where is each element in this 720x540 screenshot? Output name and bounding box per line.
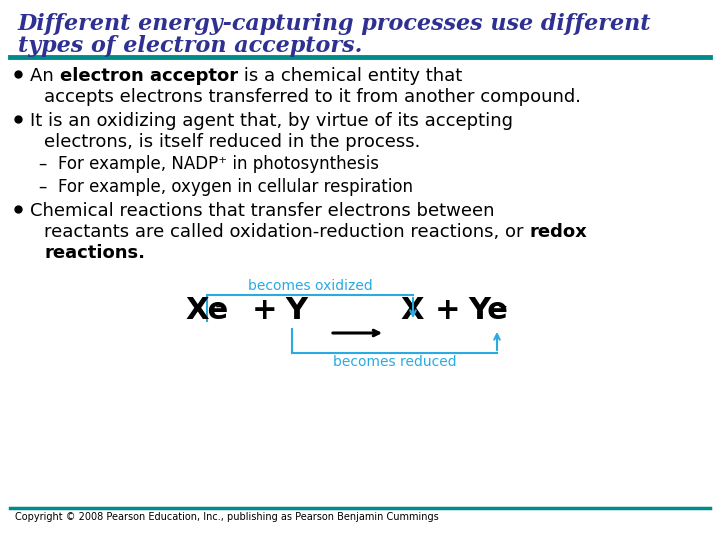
- Text: +: +: [435, 296, 461, 325]
- Text: For example, NADP⁺ in photosynthesis: For example, NADP⁺ in photosynthesis: [58, 155, 379, 173]
- Text: An: An: [30, 67, 60, 85]
- Text: electron acceptor: electron acceptor: [60, 67, 238, 85]
- Text: is a chemical entity that: is a chemical entity that: [238, 67, 462, 85]
- Text: Ye: Ye: [468, 296, 508, 325]
- Text: reactants are called oxidation-reduction reactions, or: reactants are called oxidation-reduction…: [44, 223, 529, 241]
- Text: Chemical reactions that transfer electrons between: Chemical reactions that transfer electro…: [30, 202, 495, 220]
- Text: ⁻: ⁻: [215, 302, 225, 320]
- Text: It is an oxidizing agent that, by virtue of its accepting: It is an oxidizing agent that, by virtue…: [30, 112, 513, 130]
- Text: X: X: [400, 296, 423, 325]
- Text: reactions.: reactions.: [44, 244, 145, 262]
- Text: Xe: Xe: [185, 296, 228, 325]
- Text: becomes reduced: becomes reduced: [333, 355, 456, 369]
- Text: –: –: [38, 178, 46, 196]
- Text: –: –: [38, 155, 46, 173]
- Text: Different energy-capturing processes use different: Different energy-capturing processes use…: [18, 13, 652, 35]
- Text: electrons, is itself reduced in the process.: electrons, is itself reduced in the proc…: [44, 133, 420, 151]
- Text: accepts electrons transferred to it from another compound.: accepts electrons transferred to it from…: [44, 88, 581, 106]
- Text: Y: Y: [285, 296, 307, 325]
- Text: +: +: [252, 296, 278, 325]
- Text: ⁻: ⁻: [498, 302, 508, 320]
- Text: Copyright © 2008 Pearson Education, Inc., publishing as Pearson Benjamin Cumming: Copyright © 2008 Pearson Education, Inc.…: [15, 512, 438, 522]
- Text: For example, oxygen in cellular respiration: For example, oxygen in cellular respirat…: [58, 178, 413, 196]
- Text: types of electron acceptors.: types of electron acceptors.: [18, 35, 362, 57]
- Text: becomes oxidized: becomes oxidized: [248, 279, 372, 293]
- Text: redox: redox: [529, 223, 587, 241]
